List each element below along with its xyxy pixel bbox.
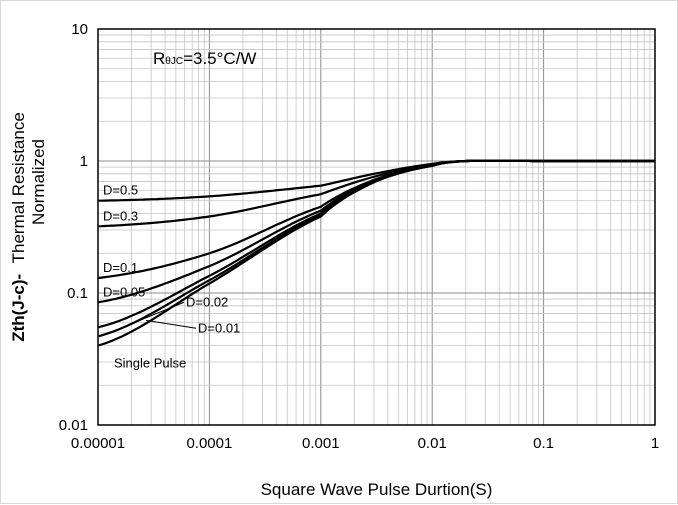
series-label: Single Pulse	[114, 356, 186, 371]
y-axis-title: Zth(J-c)- Thermal Resistance	[9, 112, 28, 342]
series-lines	[97, 159, 655, 347]
thermal-resistance-annotation: RθJC=3.5°C/W	[153, 49, 256, 68]
series-label: D=0.1	[103, 260, 138, 275]
y-axis-title-line2: Normalized	[29, 139, 48, 225]
annotation-subscript: θJC	[165, 56, 183, 67]
series-label: D=0.05	[103, 284, 145, 299]
y-tick-label: 0.1	[67, 285, 88, 302]
y-axis-title-bold: Zth(J-c)-	[9, 274, 28, 342]
series-label: D=0.02	[186, 294, 228, 309]
leader-line	[127, 301, 185, 326]
series-line	[97, 159, 655, 228]
x-tick-label: 0.01	[418, 435, 447, 452]
series-line	[97, 159, 655, 347]
x-tick-label: 0.1	[533, 435, 554, 452]
series-label: D=0.01	[198, 320, 240, 335]
x-tick-label: 0.00001	[71, 435, 125, 452]
annotation-rest: =3.5°C/W	[183, 49, 256, 68]
y-axis-title-line1: Thermal Resistance	[9, 112, 28, 263]
plot-border	[97, 28, 656, 426]
y-tick-label: 0.01	[59, 417, 88, 434]
series-line	[97, 159, 655, 329]
x-tick-label: 0.0001	[186, 435, 232, 452]
series-line	[97, 159, 655, 338]
tick-labels: 0.00001 0.0001 0.001 0.01 0.1 1 0.01 0.1 1 10	[59, 21, 659, 452]
x-tick-label: 0.001	[302, 435, 340, 452]
series-label: D=0.3	[103, 208, 138, 223]
leader-line	[145, 319, 197, 329]
series-labels: D=0.5 D=0.3 D=0.1 D=0.05 D=0.02 D=0.01 Single …	[103, 183, 240, 371]
y-tick-label: 10	[71, 21, 88, 38]
annotation-main: R	[153, 49, 165, 68]
x-axis-title: Square Wave Pulse Durtion(S)	[261, 480, 493, 499]
x-tick-label: 1	[651, 435, 659, 452]
series-label: D=0.5	[103, 183, 138, 198]
y-tick-label: 1	[80, 153, 88, 170]
